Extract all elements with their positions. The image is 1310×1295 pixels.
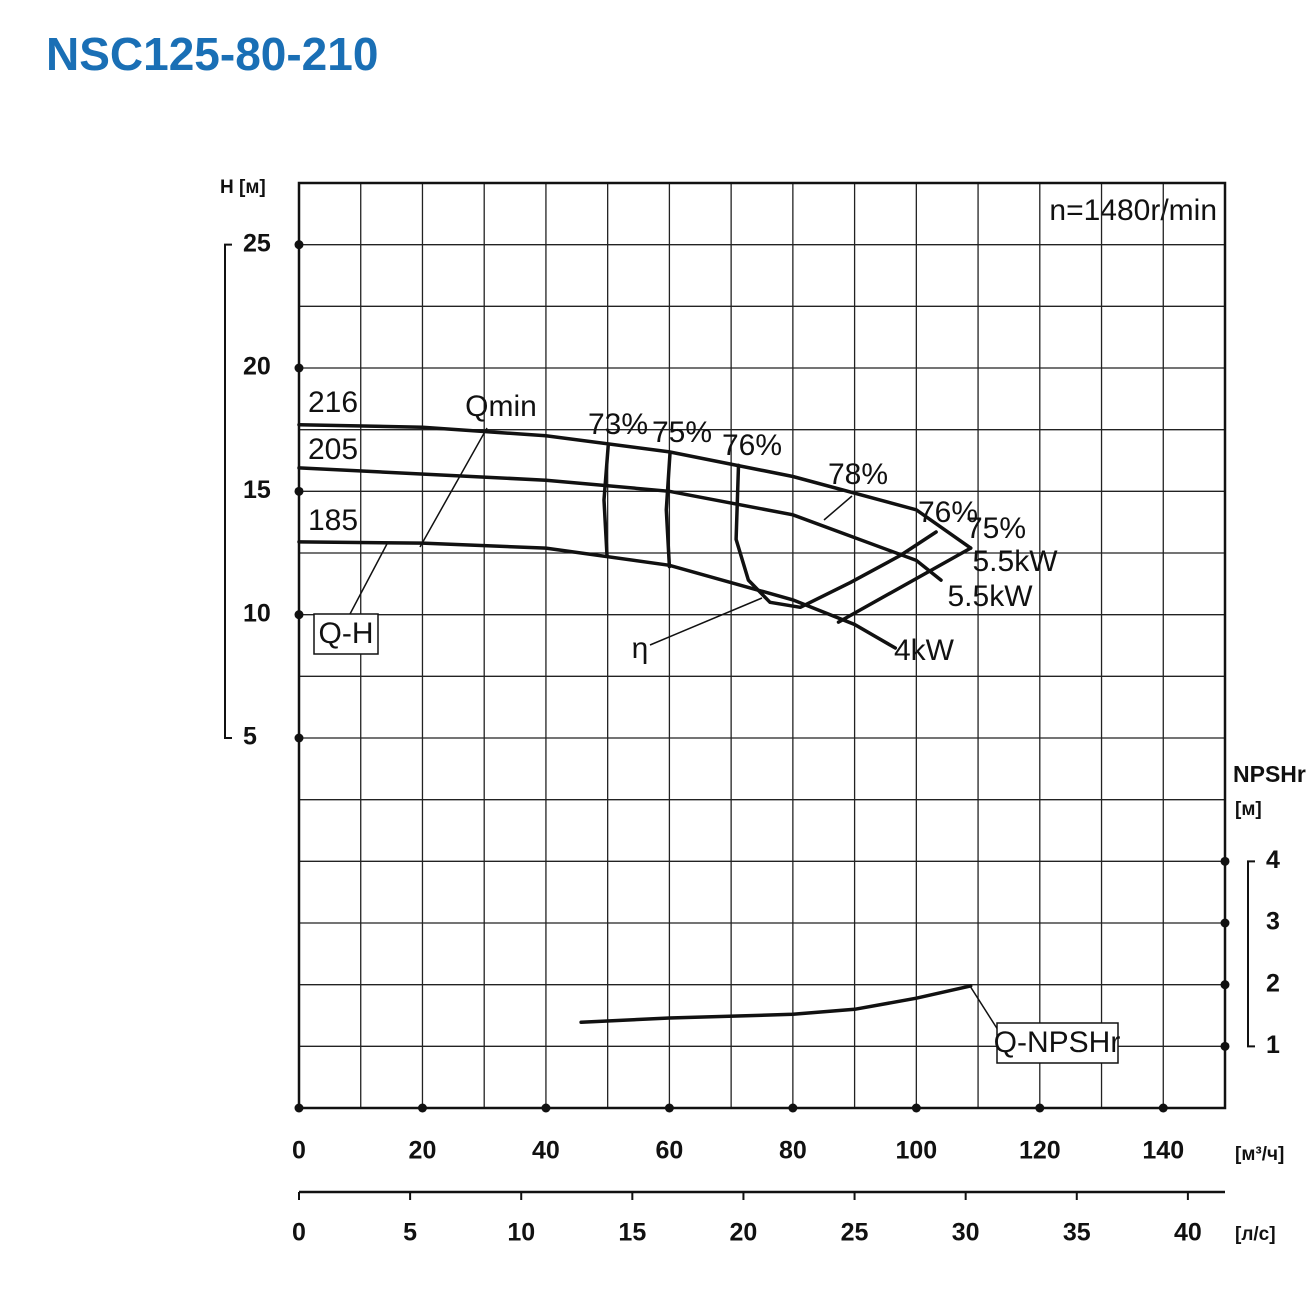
- x-tick-label: 60: [655, 1137, 683, 1165]
- y-tick-label: 15: [243, 476, 271, 504]
- label-box: [313, 613, 379, 655]
- x-tick-dot: [541, 1103, 551, 1113]
- x-tick-dot: [1158, 1103, 1168, 1113]
- x-axis-label: [м³/ч]: [1235, 1144, 1284, 1165]
- y-tick-dot: [294, 363, 304, 373]
- x-tick-dot: [417, 1103, 427, 1113]
- y-tick-dot: [294, 486, 304, 496]
- impeller-label: 185: [308, 504, 358, 537]
- x2-tick-label: 0: [292, 1219, 306, 1247]
- y-tick-label: 20: [243, 353, 271, 381]
- x-tick-label: 20: [409, 1137, 437, 1165]
- impeller-label: 205: [308, 433, 358, 466]
- curve-line: [579, 984, 973, 1025]
- annotation: 73%: [588, 408, 648, 441]
- x-tick-dot: [294, 1103, 304, 1113]
- x-tick-dot: [1035, 1103, 1045, 1113]
- y2-tick-dot: [1220, 980, 1230, 990]
- y2-tick-dot: [1220, 856, 1230, 866]
- curve-line: [297, 466, 943, 582]
- y-axis-bracket: [224, 243, 232, 739]
- x-tick-label: 100: [895, 1137, 937, 1165]
- x2-tick-label: 40: [1174, 1219, 1202, 1247]
- annotation: 75%: [966, 512, 1026, 545]
- annotation: 5.5kW: [947, 580, 1033, 613]
- annotation: 76%: [918, 496, 978, 529]
- impeller-label: 216: [308, 386, 358, 419]
- annotation: 78%: [828, 458, 888, 491]
- y-tick-dot: [294, 733, 304, 743]
- efficiency-line: [734, 463, 938, 610]
- x-tick-dot: [788, 1103, 798, 1113]
- leader-line: [649, 597, 763, 646]
- x2-tick-label: 5: [403, 1219, 417, 1247]
- chart-title: NSC125-80-210: [46, 28, 378, 80]
- y2-tick-label: 1: [1266, 1031, 1280, 1059]
- curve-line: [297, 540, 898, 650]
- x-tick-label: 0: [292, 1137, 306, 1165]
- efficiency-line: [664, 451, 973, 624]
- x-tick-label: 40: [532, 1137, 560, 1165]
- leader-line: [823, 495, 853, 521]
- y-axis-label: H [м]: [220, 177, 266, 198]
- x2-tick-label: 15: [618, 1219, 646, 1247]
- leader-line: [969, 985, 999, 1031]
- y2-tick-dot: [1220, 1041, 1230, 1051]
- annotation: 75%: [652, 416, 712, 449]
- annotation: 4kW: [894, 634, 955, 667]
- speed-label: n=1480r/min: [1049, 194, 1217, 227]
- x-tick-dot: [664, 1103, 674, 1113]
- y-tick-label: 25: [243, 229, 271, 257]
- y2-tick-dot: [1220, 918, 1230, 928]
- y-tick-label: 5: [243, 723, 257, 751]
- x-tick-label: 140: [1142, 1137, 1184, 1165]
- y-tick-label: 10: [243, 599, 271, 627]
- x2-tick-label: 30: [952, 1219, 980, 1247]
- annotation: Qmin: [465, 390, 537, 423]
- y2-axis-unit: [м]: [1235, 799, 1262, 820]
- y2-tick-label: 3: [1266, 908, 1280, 936]
- leader-line: [419, 427, 488, 548]
- efficiency-line: [602, 442, 611, 558]
- x2-tick-label: 10: [507, 1219, 535, 1247]
- x2-tick-label: 20: [730, 1219, 758, 1247]
- y2-axis-bracket: [1247, 860, 1255, 1048]
- x2-axis-label: [л/с]: [1235, 1224, 1276, 1245]
- annotation: 76%: [722, 429, 782, 462]
- x-tick-label: 80: [779, 1137, 807, 1165]
- y2-axis-label: NPSHr: [1233, 761, 1306, 787]
- x-tick-label: 120: [1019, 1137, 1061, 1165]
- plot-frame: [297, 181, 1227, 1110]
- x-tick-dot: [911, 1103, 921, 1113]
- annotation: η: [632, 632, 649, 665]
- leader-line: [349, 541, 389, 615]
- y2-tick-label: 4: [1266, 846, 1280, 874]
- y-tick-dot: [294, 240, 304, 250]
- y2-tick-label: 2: [1266, 969, 1280, 997]
- y-tick-dot: [294, 610, 304, 620]
- label-box: [996, 1022, 1119, 1064]
- x2-tick-label: 35: [1063, 1219, 1091, 1247]
- annotation: 5.5kW: [972, 545, 1058, 578]
- curve-label: Q-NPSHr: [994, 1026, 1121, 1059]
- annotation: Q-H: [319, 617, 374, 650]
- x2-tick-label: 25: [841, 1219, 869, 1247]
